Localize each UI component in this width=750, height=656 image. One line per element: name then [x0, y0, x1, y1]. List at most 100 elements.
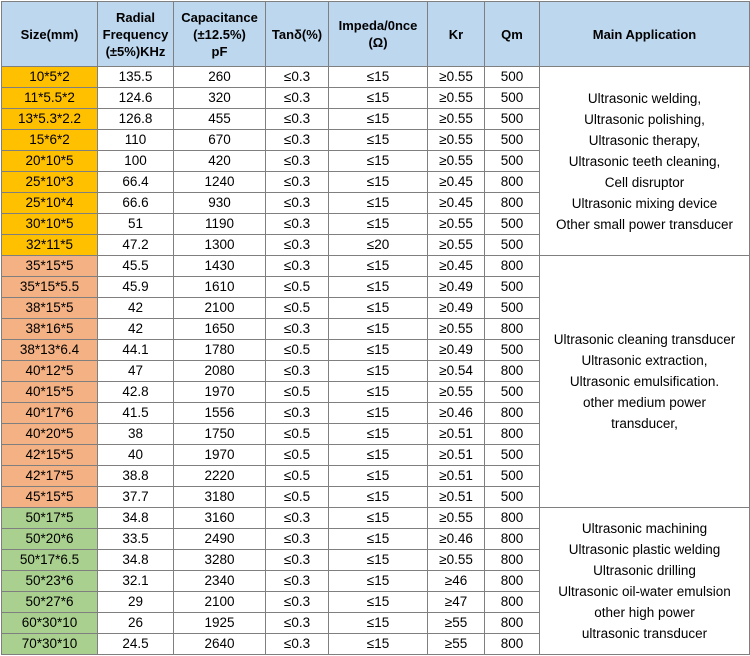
value-cell: 500 [484, 150, 540, 172]
text-line: Ultrasonic drilling [593, 563, 696, 578]
value-cell: 1650 [173, 318, 266, 340]
size-cell: 38*13*6.4 [1, 339, 98, 361]
text-line: Ultrasonic mixing device [571, 195, 718, 211]
data-row: 40*17*6 41.5 1556 ≤0.3 ≤15 ≥0.46 800 [1, 402, 750, 424]
data-row: 70*30*10 24.5 2640 ≤0.3 ≤15 ≥55 800 [1, 633, 750, 655]
value-cell: ≤0.5 [265, 381, 329, 403]
size-cell: 32*11*5 [1, 234, 98, 256]
text-line: Ultrasonic therapy, [588, 132, 701, 148]
value-cell: ≤15 [328, 66, 428, 88]
value-cell: ≤15 [328, 507, 428, 529]
value-cell: 500 [484, 129, 540, 151]
value-cell: ≤0.3 [265, 633, 329, 655]
value-cell: 420 [173, 150, 266, 172]
size-cell: 50*20*6 [1, 528, 98, 550]
text-line: Tanδ(%) [271, 26, 323, 42]
text-line: Main Application [592, 26, 697, 42]
text-line: other high power [594, 605, 695, 620]
value-cell: ≥0.49 [427, 276, 485, 298]
value-cell: 800 [484, 192, 540, 214]
size-cell: 25*10*3 [1, 171, 98, 193]
value-cell: 670 [173, 129, 266, 151]
value-cell: 32.1 [97, 570, 174, 592]
value-cell: ≥0.45 [427, 171, 485, 193]
value-cell: 500 [484, 339, 540, 361]
value-cell: 40 [97, 444, 174, 466]
value-cell: 455 [173, 108, 266, 130]
data-row: 50*27*6 29 2100 ≤0.3 ≤15 ≥47 800 [1, 591, 750, 613]
data-row: 60*30*10 26 1925 ≤0.3 ≤15 ≥55 800 [1, 612, 750, 634]
value-cell: 45.5 [97, 255, 174, 277]
value-cell: 37.7 [97, 486, 174, 508]
value-cell: ≤15 [328, 276, 428, 298]
text-line: Kr [448, 26, 464, 42]
value-cell: ≥0.51 [427, 465, 485, 487]
value-cell: ≤0.5 [265, 444, 329, 466]
value-cell: 33.5 [97, 528, 174, 550]
header-cell: Tanδ(%) [265, 1, 329, 67]
data-row: 50*17*5 34.8 3160 ≤0.3 ≤15 ≥0.55 800 Ultrasonic… [1, 507, 750, 655]
value-cell: ≤15 [328, 87, 428, 109]
size-cell: 13*5.3*2.2 [1, 108, 98, 130]
value-cell: 38.8 [97, 465, 174, 487]
text-line: Ultrasonic cleaning transducer [553, 332, 736, 347]
application-cell: Ultrasonic cleaning transducer Ultrasonic… [539, 255, 750, 508]
size-cell: 11*5.5*2 [1, 87, 98, 109]
size-cell: 25*10*4 [1, 192, 98, 214]
value-cell: 500 [484, 66, 540, 88]
value-cell: 110 [97, 129, 174, 151]
size-cell: 40*20*5 [1, 423, 98, 445]
value-cell: 66.6 [97, 192, 174, 214]
value-cell: 800 [484, 360, 540, 382]
value-cell: ≥0.51 [427, 444, 485, 466]
value-cell: ≤15 [328, 570, 428, 592]
text-line: Capacitance [181, 9, 258, 25]
value-cell: ≥46 [427, 570, 485, 592]
value-cell: 1300 [173, 234, 266, 256]
text-line: Ultrasonic oil-water emulsion [558, 584, 731, 599]
value-cell: ≤15 [328, 192, 428, 214]
value-cell: ≥0.45 [427, 192, 485, 214]
value-cell: 1240 [173, 171, 266, 193]
value-cell: ≤15 [328, 381, 428, 403]
text-line: Frequency [102, 26, 169, 42]
value-cell: ≤15 [328, 129, 428, 151]
value-cell: 42 [97, 318, 174, 340]
data-row: 42*17*5 38.8 2220 ≤0.5 ≤15 ≥0.51 500 [1, 465, 750, 487]
value-cell: 3180 [173, 486, 266, 508]
size-cell: 35*15*5 [1, 255, 98, 277]
value-cell: ≥47 [427, 591, 485, 613]
value-cell: ≥0.49 [427, 339, 485, 361]
value-cell: ≥0.55 [427, 213, 485, 235]
value-cell: 2640 [173, 633, 266, 655]
value-cell: ≤15 [328, 213, 428, 235]
value-cell: ≤15 [328, 108, 428, 130]
value-cell: 26 [97, 612, 174, 634]
value-cell: 800 [484, 318, 540, 340]
value-cell: 38 [97, 423, 174, 445]
header-row: Size(mm) Radial Frequency (±5%)KHz Capacitan… [1, 1, 750, 67]
value-cell: ≤0.3 [265, 171, 329, 193]
value-cell: 800 [484, 570, 540, 592]
text-line: Qm [501, 26, 523, 42]
data-row: 50*20*6 33.5 2490 ≤0.3 ≤15 ≥0.46 800 [1, 528, 750, 550]
value-cell: 800 [484, 507, 540, 529]
value-cell: ≥0.55 [427, 108, 485, 130]
size-cell: 15*6*2 [1, 129, 98, 151]
size-cell: 40*12*5 [1, 360, 98, 382]
value-cell: ≤0.3 [265, 591, 329, 613]
value-cell: ≤0.3 [265, 318, 329, 340]
value-cell: ≥0.46 [427, 402, 485, 424]
data-row: 35*15*5.5 45.9 1610 ≤0.5 ≤15 ≥0.49 500 [1, 276, 750, 298]
text-line: (Ω) [368, 35, 388, 50]
size-cell: 30*10*5 [1, 213, 98, 235]
text-line: pF [211, 43, 228, 59]
size-cell: 50*23*6 [1, 570, 98, 592]
value-cell: 500 [484, 234, 540, 256]
value-cell: 500 [484, 108, 540, 130]
value-cell: ≤15 [328, 318, 428, 340]
value-cell: ≤0.3 [265, 87, 329, 109]
value-cell: ≤0.3 [265, 612, 329, 634]
value-cell: 800 [484, 549, 540, 571]
value-cell: 500 [484, 465, 540, 487]
